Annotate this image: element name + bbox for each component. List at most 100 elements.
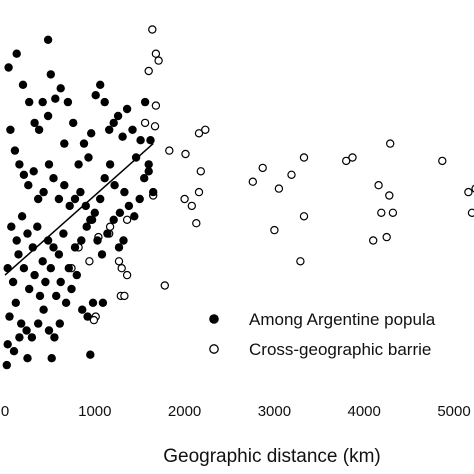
filled-point-36 [24, 181, 33, 190]
filled-point-62 [7, 222, 16, 231]
filled-point-31 [146, 136, 155, 145]
filled-point-92 [46, 264, 55, 273]
open-point-6 [150, 122, 160, 131]
filled-point-89 [30, 270, 39, 280]
filled-point-82 [114, 243, 124, 252]
filled-point-87 [19, 264, 29, 273]
filled-point-27 [128, 125, 137, 134]
filled-point-50 [96, 194, 105, 204]
open-point-36 [369, 236, 378, 245]
open-point-30 [438, 156, 447, 166]
filled-point-80 [103, 229, 112, 238]
filled-point-49 [90, 208, 100, 217]
filled-point-43 [60, 181, 69, 190]
open-point-40 [105, 222, 115, 231]
legend-label-open: Cross-geographic barrie [249, 340, 431, 359]
filled-point-16 [79, 139, 89, 148]
filled-point-14 [69, 118, 78, 128]
open-point-34 [270, 225, 279, 235]
filled-point-17 [84, 153, 93, 162]
filled-point-101 [5, 312, 14, 321]
x-tick-label-3: 3000 [258, 403, 291, 420]
filled-point-9 [43, 111, 53, 121]
filled-point-113 [15, 333, 24, 342]
filled-point-38 [34, 194, 43, 204]
regression-line [4, 143, 154, 276]
filled-point-51 [100, 174, 109, 183]
legend-label-filled: Among Argentine popula [249, 310, 436, 329]
filled-point-107 [39, 305, 48, 314]
filled-point-24 [113, 111, 123, 121]
filled-point-23 [109, 118, 118, 128]
filled-point-60 [144, 167, 153, 176]
open-point-4 [151, 101, 161, 110]
open-point-2 [154, 56, 163, 65]
filled-point-64 [17, 212, 27, 221]
filled-point-115 [47, 354, 56, 363]
open-point-0 [148, 25, 157, 34]
filled-point-4 [4, 63, 13, 72]
open-point-3 [144, 66, 153, 76]
filled-point-22 [105, 125, 114, 134]
x-axis-title: Geographic distance (km) [163, 446, 381, 467]
open-point-46 [122, 270, 132, 280]
open-point-43 [85, 257, 94, 266]
open-point-32 [467, 208, 474, 217]
open-point-22 [299, 212, 309, 221]
filled-point-6 [30, 118, 39, 128]
filled-point-56 [124, 201, 134, 211]
x-axis-tick-labels: 0 1000 2000 3000 4000 5000 [1, 403, 471, 420]
filled-point-61 [149, 187, 158, 197]
filled-point-93 [52, 291, 61, 301]
filled-point-32 [6, 125, 15, 134]
filled-point-28 [131, 153, 141, 162]
filled-point-55 [120, 187, 129, 197]
open-point-23 [342, 156, 351, 166]
open-point-50 [120, 291, 129, 301]
open-point-24 [348, 153, 357, 162]
filled-point-21 [100, 97, 109, 107]
open-point-52 [89, 315, 99, 325]
filled-point-5 [25, 97, 34, 107]
open-point-48 [160, 281, 169, 290]
open-point-45 [117, 264, 126, 273]
filled-point-33 [10, 146, 20, 155]
filled-point-68 [38, 257, 47, 266]
filled-point-11 [56, 84, 65, 93]
filled-point-63 [12, 236, 21, 245]
filled-point-102 [11, 298, 20, 307]
filled-point-41 [49, 174, 58, 183]
filled-point-77 [87, 215, 97, 224]
filled-point-73 [64, 264, 74, 273]
open-point-1 [151, 49, 161, 58]
x-tick-label-5: 5000 [437, 403, 470, 420]
filled-point-65 [23, 229, 32, 238]
filled-point-72 [59, 229, 68, 238]
filled-point-74 [70, 243, 80, 252]
filled-point-15 [74, 160, 83, 169]
filled-point-70 [49, 243, 58, 252]
filled-point-109 [50, 333, 59, 342]
open-point-7 [165, 146, 174, 155]
filled-point-26 [122, 104, 132, 114]
filled-point-47 [81, 201, 91, 211]
filled-point-2 [18, 80, 28, 90]
filled-point-118 [98, 298, 108, 307]
open-point-25 [374, 180, 383, 190]
open-point-8 [181, 149, 190, 159]
filled-point-95 [61, 298, 71, 307]
filled-point-29 [136, 136, 145, 145]
filled-point-75 [77, 236, 86, 245]
open-point-12 [194, 187, 204, 197]
filled-point-85 [8, 277, 18, 287]
filled-point-18 [87, 129, 96, 138]
filled-point-116 [86, 350, 95, 359]
open-point-16 [192, 218, 201, 228]
open-point-11 [196, 167, 205, 176]
filled-point-114 [23, 354, 32, 363]
open-point-26 [385, 191, 394, 200]
filled-point-67 [33, 222, 42, 231]
open-point-17 [248, 177, 257, 186]
filled-point-117 [2, 360, 11, 370]
